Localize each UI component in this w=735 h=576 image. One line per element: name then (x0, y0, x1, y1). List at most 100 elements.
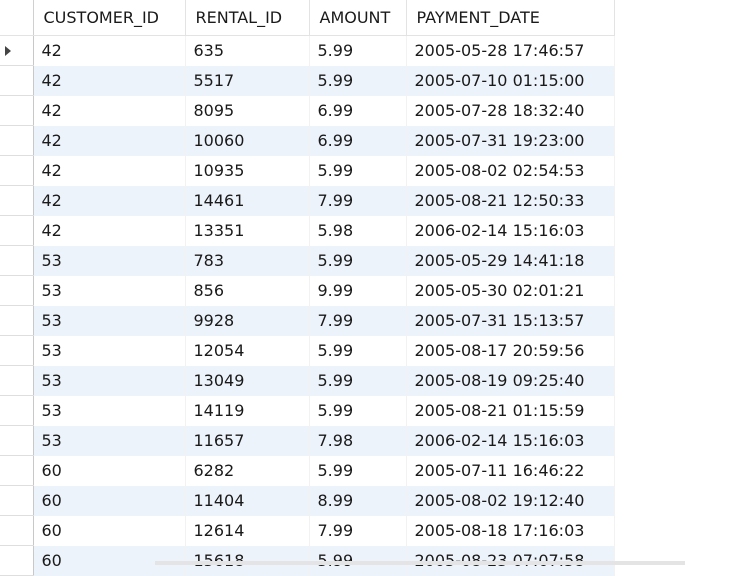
table-row[interactable]: 42 13351 5.98 2006-02-14 15:16:03 (0, 215, 615, 246)
row-header[interactable] (0, 245, 34, 276)
cell-payment-date[interactable]: 2005-08-18 17:16:03 (406, 515, 615, 546)
cell-payment-date[interactable]: 2005-08-21 12:50:33 (406, 185, 615, 216)
cell-amount[interactable]: 5.99 (309, 395, 407, 426)
row-header[interactable] (0, 125, 34, 156)
table-row[interactable]: 42 10060 6.99 2005-07-31 19:23:00 (0, 125, 615, 156)
cell-customer-id[interactable]: 60 (33, 485, 186, 516)
cell-customer-id[interactable]: 42 (33, 185, 186, 216)
table-row[interactable]: 42 14461 7.99 2005-08-21 12:50:33 (0, 185, 615, 216)
table-row[interactable]: 42 10935 5.99 2005-08-02 02:54:53 (0, 155, 615, 186)
cell-customer-id[interactable]: 53 (33, 305, 186, 336)
cell-payment-date[interactable]: 2005-05-29 14:41:18 (406, 245, 615, 276)
table-row[interactable]: 53 11657 7.98 2006-02-14 15:16:03 (0, 425, 615, 456)
cell-rental-id[interactable]: 783 (185, 245, 310, 276)
cell-rental-id[interactable]: 9928 (185, 305, 310, 336)
cell-customer-id[interactable]: 42 (33, 65, 186, 96)
cell-payment-date[interactable]: 2005-07-31 15:13:57 (406, 305, 615, 336)
cell-amount[interactable]: 5.99 (309, 455, 407, 486)
row-header[interactable] (0, 35, 34, 66)
cell-payment-date[interactable]: 2006-02-14 15:16:03 (406, 425, 615, 456)
row-header[interactable] (0, 425, 34, 456)
cell-customer-id[interactable]: 42 (33, 215, 186, 246)
cell-amount[interactable]: 5.99 (309, 65, 407, 96)
cell-amount[interactable]: 7.98 (309, 425, 407, 456)
cell-amount[interactable]: 5.99 (309, 245, 407, 276)
cell-rental-id[interactable]: 11657 (185, 425, 310, 456)
row-header[interactable] (0, 305, 34, 336)
cell-rental-id[interactable]: 11404 (185, 485, 310, 516)
cell-customer-id[interactable]: 42 (33, 35, 186, 66)
cell-payment-date[interactable]: 2005-08-21 01:15:59 (406, 395, 615, 426)
column-header-rental-id[interactable]: RENTAL_ID (185, 0, 310, 36)
cell-payment-date[interactable]: 2005-05-28 17:46:57 (406, 35, 615, 66)
row-header[interactable] (0, 215, 34, 246)
cell-customer-id[interactable]: 42 (33, 95, 186, 126)
cell-rental-id[interactable]: 12054 (185, 335, 310, 366)
column-header-payment-date[interactable]: PAYMENT_DATE (406, 0, 615, 36)
table-row[interactable]: 53 13049 5.99 2005-08-19 09:25:40 (0, 365, 615, 396)
cell-rental-id[interactable]: 635 (185, 35, 310, 66)
row-header[interactable] (0, 95, 34, 126)
cell-amount[interactable]: 5.99 (309, 155, 407, 186)
cell-amount[interactable]: 5.99 (309, 335, 407, 366)
row-header[interactable] (0, 275, 34, 306)
table-row[interactable]: 60 12614 7.99 2005-08-18 17:16:03 (0, 515, 615, 546)
cell-payment-date[interactable]: 2005-08-19 09:25:40 (406, 365, 615, 396)
cell-rental-id[interactable]: 13351 (185, 215, 310, 246)
cell-payment-date[interactable]: 2006-02-14 15:16:03 (406, 215, 615, 246)
table-row[interactable]: 42 5517 5.99 2005-07-10 01:15:00 (0, 65, 615, 96)
cell-amount[interactable]: 6.99 (309, 95, 407, 126)
column-header-customer-id[interactable]: CUSTOMER_ID (33, 0, 186, 36)
cell-rental-id[interactable]: 14119 (185, 395, 310, 426)
cell-customer-id[interactable]: 53 (33, 245, 186, 276)
cell-customer-id[interactable]: 42 (33, 155, 186, 186)
table-row[interactable]: 53 14119 5.99 2005-08-21 01:15:59 (0, 395, 615, 426)
column-header-amount[interactable]: AMOUNT (309, 0, 407, 36)
cell-amount[interactable]: 7.99 (309, 515, 407, 546)
cell-rental-id[interactable]: 6282 (185, 455, 310, 486)
cell-amount[interactable]: 8.99 (309, 485, 407, 516)
cell-customer-id[interactable]: 53 (33, 335, 186, 366)
horizontal-scrollbar[interactable] (155, 561, 685, 565)
cell-amount[interactable]: 7.99 (309, 305, 407, 336)
cell-customer-id[interactable]: 53 (33, 395, 186, 426)
row-header[interactable] (0, 455, 34, 486)
cell-rental-id[interactable]: 10935 (185, 155, 310, 186)
row-header[interactable] (0, 335, 34, 366)
table-row[interactable]: 42 8095 6.99 2005-07-28 18:32:40 (0, 95, 615, 126)
row-header[interactable] (0, 155, 34, 186)
cell-payment-date[interactable]: 2005-08-02 19:12:40 (406, 485, 615, 516)
cell-customer-id[interactable]: 60 (33, 455, 186, 486)
row-header[interactable] (0, 515, 34, 546)
cell-customer-id[interactable]: 53 (33, 275, 186, 306)
cell-payment-date[interactable]: 2005-07-10 01:15:00 (406, 65, 615, 96)
row-header[interactable] (0, 485, 34, 516)
cell-amount[interactable]: 5.98 (309, 215, 407, 246)
cell-payment-date[interactable]: 2005-07-28 18:32:40 (406, 95, 615, 126)
cell-payment-date[interactable]: 2005-08-02 02:54:53 (406, 155, 615, 186)
cell-customer-id[interactable]: 42 (33, 125, 186, 156)
row-header-corner[interactable] (0, 0, 34, 36)
cell-payment-date[interactable]: 2005-08-17 20:59:56 (406, 335, 615, 366)
cell-rental-id[interactable]: 10060 (185, 125, 310, 156)
table-row[interactable]: 60 6282 5.99 2005-07-11 16:46:22 (0, 455, 615, 486)
cell-customer-id[interactable]: 60 (33, 515, 186, 546)
table-row[interactable]: 53 856 9.99 2005-05-30 02:01:21 (0, 275, 615, 306)
cell-rental-id[interactable]: 13049 (185, 365, 310, 396)
cell-rental-id[interactable]: 12614 (185, 515, 310, 546)
cell-payment-date[interactable]: 2005-05-30 02:01:21 (406, 275, 615, 306)
cell-amount[interactable]: 5.99 (309, 35, 407, 66)
cell-customer-id[interactable]: 53 (33, 365, 186, 396)
cell-amount[interactable]: 9.99 (309, 275, 407, 306)
row-header[interactable] (0, 395, 34, 426)
row-header[interactable] (0, 185, 34, 216)
table-row[interactable]: 53 12054 5.99 2005-08-17 20:59:56 (0, 335, 615, 366)
table-row[interactable]: 42 635 5.99 2005-05-28 17:46:57 (0, 35, 615, 66)
cell-rental-id[interactable]: 14461 (185, 185, 310, 216)
cell-rental-id[interactable]: 5517 (185, 65, 310, 96)
row-header[interactable] (0, 545, 34, 576)
cell-amount[interactable]: 6.99 (309, 125, 407, 156)
cell-payment-date[interactable]: 2005-07-11 16:46:22 (406, 455, 615, 486)
table-row[interactable]: 53 9928 7.99 2005-07-31 15:13:57 (0, 305, 615, 336)
table-row[interactable]: 53 783 5.99 2005-05-29 14:41:18 (0, 245, 615, 276)
